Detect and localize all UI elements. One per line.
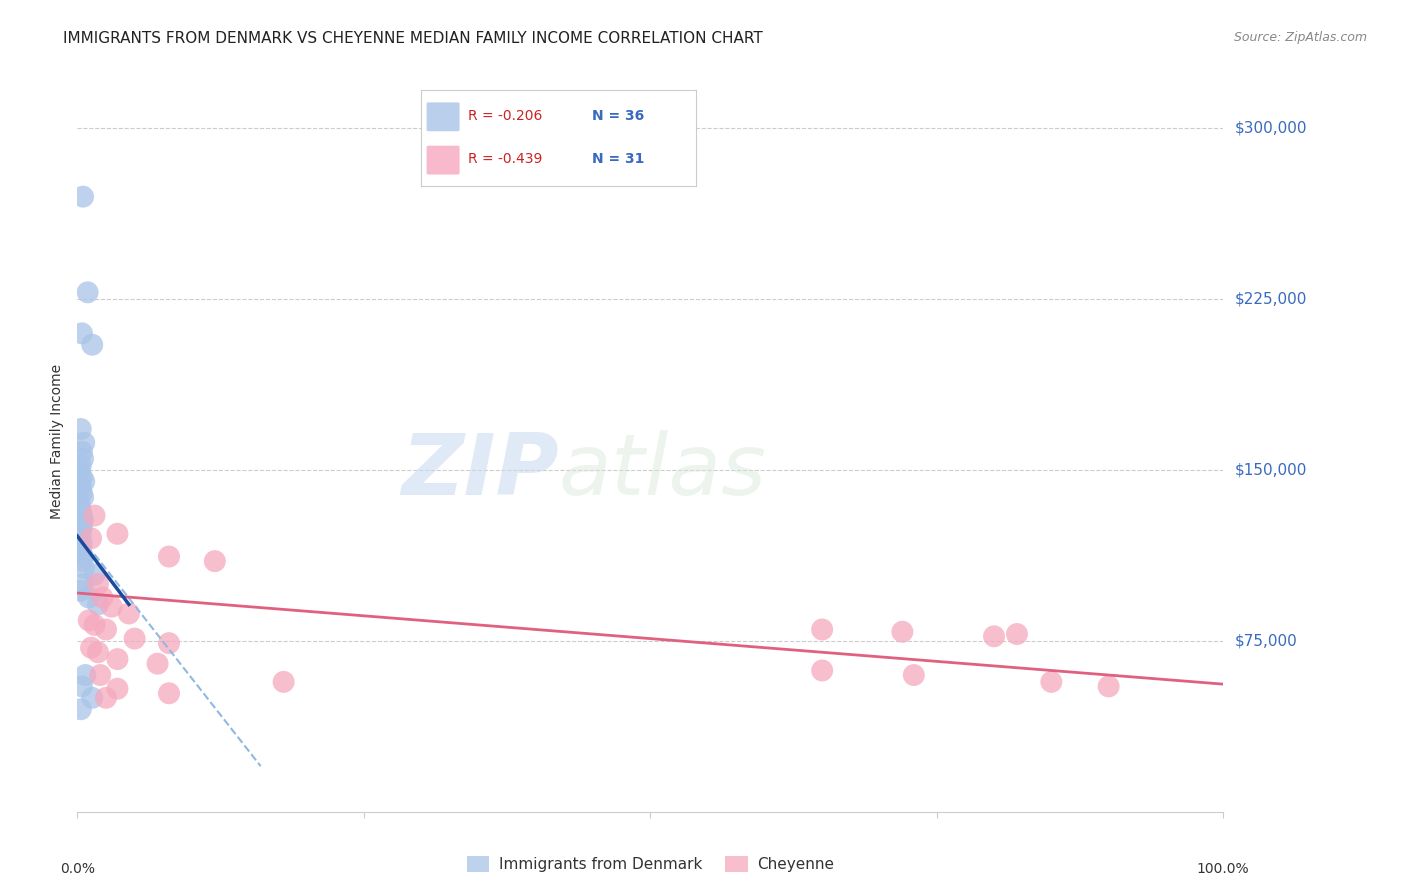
Point (70, 470, 93, 484)
Point (70, 536, 93, 550)
Point (94, 690, 117, 705)
Point (73, 561, 96, 575)
Point (69, 526, 91, 541)
Point (76, 285, 98, 300)
Point (80, 640, 103, 655)
Point (82, 337, 104, 351)
Point (146, 657, 169, 671)
Point (903, 668, 925, 682)
Point (1098, 680, 1121, 694)
Text: ZIP: ZIP (401, 430, 558, 513)
Text: $225,000: $225,000 (1234, 292, 1306, 307)
Point (70, 520, 93, 534)
Point (107, 652, 129, 666)
Point (157, 686, 180, 700)
Point (91, 591, 114, 605)
Text: 100.0%: 100.0% (1197, 862, 1250, 876)
Point (1005, 627, 1028, 641)
Point (73, 475, 96, 489)
Point (69, 497, 91, 511)
Point (70, 326, 93, 341)
Y-axis label: Median Family Income: Median Family Income (51, 364, 65, 519)
Text: $75,000: $75,000 (1234, 633, 1298, 648)
Point (72, 451, 94, 466)
Point (69, 422, 91, 436)
Point (69, 479, 91, 493)
Point (70, 508, 93, 523)
Point (107, 526, 129, 541)
Point (77, 591, 100, 605)
Point (100, 599, 122, 614)
Point (69, 583, 91, 598)
Point (69, 532, 91, 546)
Point (69, 542, 91, 557)
Point (83, 508, 105, 523)
Point (157, 636, 180, 650)
Point (811, 623, 834, 637)
Point (69, 504, 91, 518)
Text: $150,000: $150,000 (1234, 463, 1306, 477)
Point (204, 554, 226, 568)
Point (94, 623, 117, 637)
Point (89, 668, 111, 682)
Point (273, 674, 295, 689)
Point (70, 485, 93, 500)
Point (69, 463, 91, 477)
Point (70, 554, 93, 568)
Point (70, 444, 93, 458)
Point (83, 567, 105, 582)
Point (891, 624, 914, 639)
Text: Source: ZipAtlas.com: Source: ZipAtlas.com (1233, 31, 1367, 45)
Legend: Immigrants from Denmark, Cheyenne: Immigrants from Denmark, Cheyenne (460, 850, 841, 878)
Point (811, 664, 834, 678)
Point (70, 680, 93, 694)
Point (87, 645, 110, 659)
Point (72, 491, 94, 505)
Point (72, 549, 94, 564)
Point (73, 435, 96, 450)
Point (124, 632, 146, 646)
Point (80, 532, 103, 546)
Point (118, 607, 141, 621)
Text: $300,000: $300,000 (1234, 120, 1306, 136)
Point (83, 618, 105, 632)
Point (87, 598, 110, 612)
Point (72, 577, 94, 591)
Point (69, 702, 91, 716)
Point (72, 189, 94, 203)
Point (983, 629, 1005, 643)
Point (1040, 674, 1063, 689)
Point (77, 613, 100, 627)
Point (69, 458, 91, 473)
Text: atlas: atlas (558, 430, 766, 513)
Point (72, 513, 94, 527)
Point (107, 681, 129, 696)
Text: IMMIGRANTS FROM DENMARK VS CHEYENNE MEDIAN FAMILY INCOME CORRELATION CHART: IMMIGRANTS FROM DENMARK VS CHEYENNE MEDI… (63, 31, 763, 46)
Text: 0.0%: 0.0% (60, 862, 94, 876)
Point (75, 668, 97, 682)
Point (157, 549, 180, 564)
Point (87, 577, 110, 591)
Point (82, 690, 104, 705)
